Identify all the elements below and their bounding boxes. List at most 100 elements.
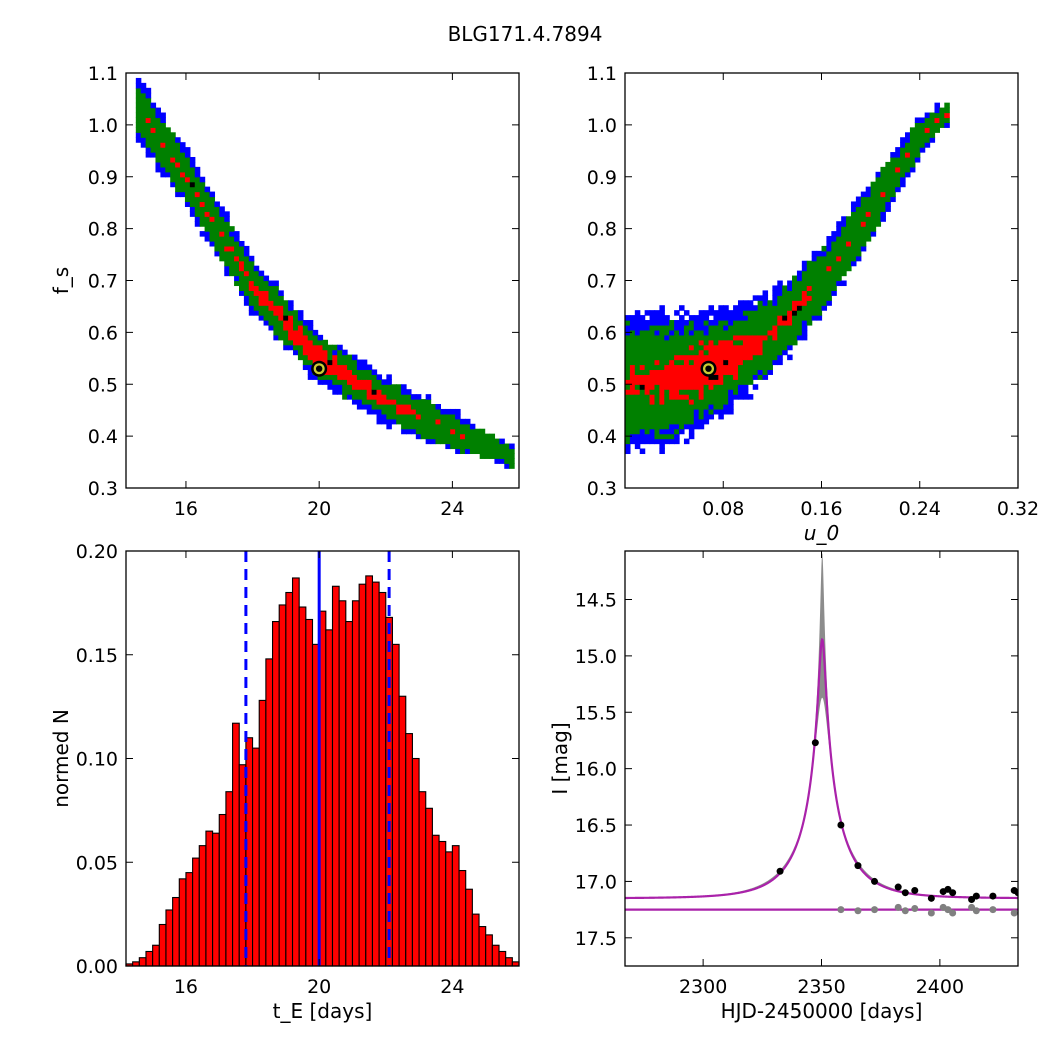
heatmap-cell-outer: [455, 408, 461, 415]
heatmap-cell-outer: [698, 423, 705, 430]
heatmap-cell-outer: [693, 324, 700, 331]
heatmap-cell-inner: [752, 349, 759, 356]
x-axis-label: t_E [days]: [273, 999, 373, 1023]
histogram-bar: [252, 747, 260, 967]
heatmap-cell-middle: [361, 394, 368, 400]
heatmap-cell-middle: [160, 137, 166, 143]
heatmap-cell-middle: [165, 152, 171, 158]
heatmap-cell-outer: [356, 364, 363, 371]
heatmap-cell-middle: [204, 206, 211, 212]
heatmap-cell-middle: [674, 349, 680, 356]
heatmap-cell-middle: [273, 320, 279, 326]
heatmap-cell-middle: [229, 226, 235, 232]
heatmap-cell-middle: [625, 394, 631, 400]
heatmap-cell-outer: [723, 310, 729, 316]
heatmap-cell-middle: [420, 408, 427, 415]
heatmap-cell-outer: [698, 320, 705, 326]
heatmap-cell-middle: [752, 369, 759, 375]
heatmap-cell-middle: [649, 364, 656, 371]
heatmap-cell-middle: [199, 181, 206, 188]
heatmap-cell-middle: [160, 156, 166, 163]
heatmap-cell-middle: [204, 221, 211, 227]
heatmap-cell-outer: [243, 250, 250, 257]
heatmap-cell-middle: [214, 236, 220, 242]
heatmap-cell-middle: [924, 117, 931, 124]
heatmap-cell-middle: [860, 226, 867, 232]
heatmap-cell-middle: [639, 344, 646, 351]
heatmap-cell-outer: [189, 206, 196, 212]
heatmap-cell-middle: [914, 137, 921, 143]
heatmap-cell-middle: [204, 201, 211, 207]
heatmap-cell-middle: [831, 275, 837, 282]
heatmap-cell-inner: [723, 344, 729, 351]
heatmap-cell-middle: [238, 275, 245, 282]
y-tick-label: 1.1: [88, 63, 118, 85]
heatmap-cell-inner: [723, 369, 729, 375]
heatmap-cell-outer: [425, 394, 432, 400]
heatmap-cell-outer: [698, 418, 705, 425]
histogram-bar: [351, 600, 360, 967]
heatmap-cell-outer: [634, 443, 641, 450]
heatmap-cell-middle: [654, 413, 660, 420]
heatmap-cell-inner: [728, 364, 734, 371]
heatmap-cell-middle: [430, 413, 437, 420]
heatmap-cell-outer: [742, 384, 749, 390]
heatmap-cell-inner: [293, 329, 299, 336]
heatmap-cell-middle: [238, 250, 245, 257]
heatmap-cell-middle: [184, 166, 191, 173]
heatmap-cell-middle: [885, 176, 891, 183]
heatmap-cell-middle: [703, 349, 710, 356]
heatmap-cell-inner: [728, 349, 734, 356]
heatmap-cell-middle: [801, 305, 808, 311]
heatmap-cell-middle: [772, 339, 778, 346]
y-tick-label: 0.8: [88, 219, 118, 241]
heatmap-cell-middle: [669, 339, 675, 346]
heatmap-cell-middle: [767, 349, 773, 356]
heatmap-cell-middle: [703, 334, 710, 341]
heatmap-cell-middle: [435, 438, 441, 445]
heatmap-cell-middle: [629, 359, 636, 366]
heatmap-cell-middle: [234, 270, 240, 277]
heatmap-cell-middle: [826, 280, 832, 287]
histogram-bar: [258, 699, 267, 967]
heatmap-cell-middle: [811, 280, 818, 287]
heatmap-cell-inner: [708, 349, 715, 356]
heatmap-cell-middle: [224, 236, 230, 242]
heatmap-cell-outer: [841, 221, 847, 227]
heatmap-cell-middle: [175, 152, 181, 158]
heatmap-cell-inner: [258, 295, 265, 301]
heatmap-cell-outer: [890, 152, 896, 158]
heatmap-cell-inner: [787, 320, 793, 326]
heatmap-cell-middle: [846, 260, 852, 267]
heatmap-cell-middle: [401, 399, 407, 405]
heatmap-cell-outer: [160, 166, 166, 173]
heatmap-cell-middle: [189, 166, 196, 173]
heatmap-cell-middle: [747, 374, 754, 380]
histogram-bar: [498, 950, 507, 967]
heatmap-cell-inner: [679, 379, 685, 385]
heatmap-cell-outer: [688, 428, 695, 435]
y-tick-label: 0.20: [76, 541, 118, 563]
heatmap-cell-outer: [224, 265, 230, 272]
heatmap-cell-middle: [649, 324, 656, 331]
heatmap-cell-middle: [718, 394, 724, 400]
heatmap-cell-middle: [214, 206, 220, 212]
heatmap-cell-outer: [737, 305, 744, 311]
heatmap-cell-outer: [733, 315, 739, 321]
heatmap-cell-middle: [302, 359, 309, 366]
heatmap-cell-middle: [757, 320, 764, 326]
heatmap-cell-outer: [659, 438, 665, 445]
x-tick-label: 2400: [916, 976, 964, 998]
heatmap-cell-inner: [322, 349, 329, 356]
heatmap-cell-middle: [846, 236, 852, 242]
residual-point: [972, 907, 980, 915]
heatmap-cell-middle: [170, 176, 176, 183]
heatmap-cell-middle: [504, 453, 510, 459]
histogram-bar: [325, 629, 334, 967]
heatmap-cell-middle: [762, 324, 769, 331]
y-axis-label: normed N: [49, 709, 73, 808]
histogram-bar: [418, 791, 427, 967]
heatmap-cell-outer: [204, 231, 211, 237]
heatmap-cell-middle: [909, 142, 916, 148]
heatmap-cell-middle: [499, 448, 505, 455]
